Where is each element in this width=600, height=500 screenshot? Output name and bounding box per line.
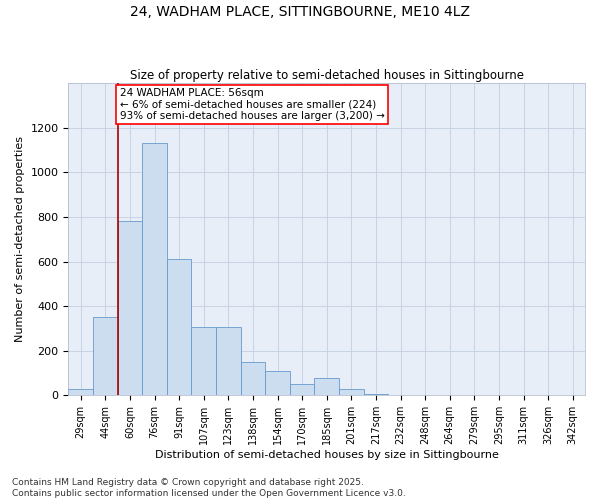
Text: 24 WADHAM PLACE: 56sqm
← 6% of semi-detached houses are smaller (224)
93% of sem: 24 WADHAM PLACE: 56sqm ← 6% of semi-deta… bbox=[119, 88, 385, 121]
Bar bbox=[167, 260, 191, 396]
Bar bbox=[290, 384, 314, 396]
Bar bbox=[364, 394, 388, 396]
Y-axis label: Number of semi-detached properties: Number of semi-detached properties bbox=[15, 136, 25, 342]
Title: Size of property relative to semi-detached houses in Sittingbourne: Size of property relative to semi-detach… bbox=[130, 69, 524, 82]
Text: Contains HM Land Registry data © Crown copyright and database right 2025.
Contai: Contains HM Land Registry data © Crown c… bbox=[12, 478, 406, 498]
Bar bbox=[68, 388, 93, 396]
Bar bbox=[265, 371, 290, 396]
Text: 24, WADHAM PLACE, SITTINGBOURNE, ME10 4LZ: 24, WADHAM PLACE, SITTINGBOURNE, ME10 4L… bbox=[130, 5, 470, 19]
Bar bbox=[93, 318, 118, 396]
Bar bbox=[142, 144, 167, 396]
Bar bbox=[118, 222, 142, 396]
Bar bbox=[191, 328, 216, 396]
Bar bbox=[314, 378, 339, 396]
Bar bbox=[339, 388, 364, 396]
Bar bbox=[216, 328, 241, 396]
X-axis label: Distribution of semi-detached houses by size in Sittingbourne: Distribution of semi-detached houses by … bbox=[155, 450, 499, 460]
Bar bbox=[241, 362, 265, 396]
